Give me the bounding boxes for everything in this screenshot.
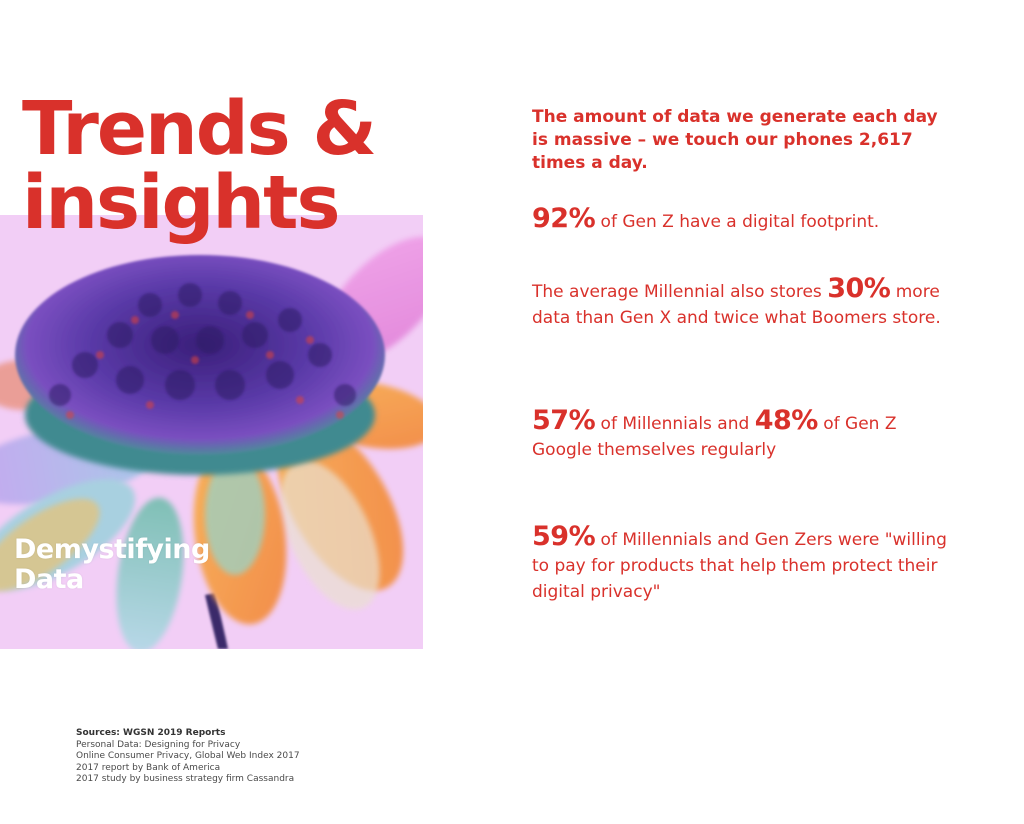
stat-text: of Gen Z have a digital footprint. — [595, 212, 880, 232]
stat-text: more data than Gen X and twice what Boom… — [532, 282, 941, 328]
image-caption-line-2: Data — [14, 564, 84, 595]
sources-list: Sources: WGSN 2019 Reports Personal Data… — [76, 728, 300, 786]
stat-text: of Millennials and Gen Zers were "willin… — [532, 530, 947, 602]
image-caption: Demystifying Data — [14, 535, 210, 595]
stat-value: 59% — [532, 521, 596, 552]
flower-illustration — [0, 236, 423, 649]
title-line-2: insights — [22, 160, 341, 246]
sources-heading: Sources: WGSN 2019 Reports — [76, 728, 226, 738]
stat-text-mid: of Millennials and — [595, 414, 755, 434]
source-item: 2017 report by Bank of America — [76, 762, 221, 773]
stat-value: 30% — [827, 273, 891, 304]
flower-photo — [0, 215, 423, 649]
image-caption-line-1: Demystifying — [14, 534, 210, 565]
source-item: Personal Data: Designing for Privacy — [76, 739, 241, 750]
intro-statement: The amount of data we generate each day … — [532, 107, 938, 173]
stat-text-pre: The average Millennial also stores — [532, 282, 828, 302]
stat-text: of Gen Z Google themselves regularly — [532, 414, 897, 460]
stat-value-2: 48% — [754, 405, 819, 436]
stat-google-themselves: 57% of Millennials and 48% of Gen Z Goog… — [532, 405, 952, 463]
stat-value: 57% — [532, 405, 596, 436]
page-title: Trends & insights — [22, 86, 377, 246]
insights-column: The amount of data we generate each day … — [532, 106, 952, 602]
stat-gen-z-footprint: 92% of Gen Z have a digital footprint. — [532, 203, 952, 235]
title-line-1: Trends & — [22, 86, 377, 172]
stat-value: 92% — [532, 203, 596, 234]
source-item: 2017 study by business strategy firm Cas… — [76, 774, 295, 784]
source-item: Online Consumer Privacy, Global Web Inde… — [76, 751, 300, 761]
stat-millennial-storage: The average Millennial also stores 30% m… — [532, 273, 952, 331]
stat-pay-for-privacy: 59% of Millennials and Gen Zers were "wi… — [532, 521, 952, 605]
